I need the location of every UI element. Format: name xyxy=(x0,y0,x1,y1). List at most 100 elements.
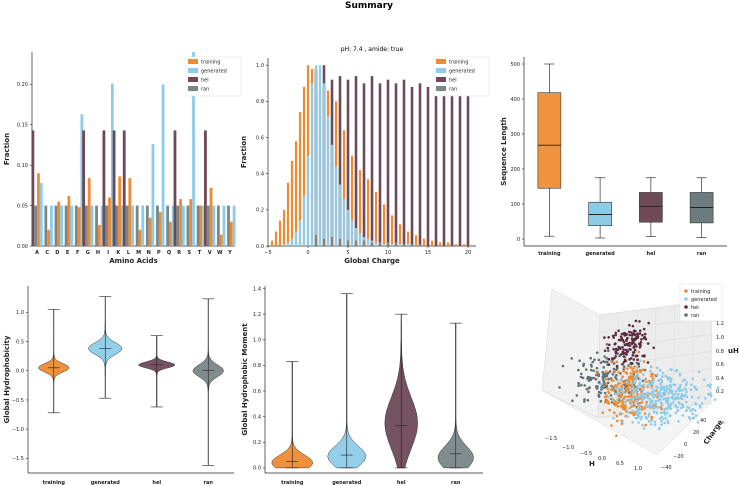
bar-ran xyxy=(410,244,414,246)
point-generated xyxy=(637,410,640,413)
point-hel xyxy=(640,338,643,341)
point-training xyxy=(633,370,636,374)
y-tick-label: 0.6 xyxy=(253,389,261,395)
point-hel xyxy=(624,359,627,363)
point-generated xyxy=(650,381,653,384)
point-generated xyxy=(648,383,652,386)
point-training xyxy=(645,400,648,404)
point-generated xyxy=(696,421,700,424)
point-training xyxy=(615,360,618,364)
point-ran xyxy=(601,377,605,380)
point-training xyxy=(605,378,608,381)
y-tick-label: 0.2 xyxy=(256,208,264,214)
point-generated xyxy=(628,407,631,410)
point-hel xyxy=(632,351,636,354)
point-generated xyxy=(640,398,644,402)
point-generated xyxy=(646,396,650,400)
point-ran xyxy=(583,400,586,403)
bar-hel-K xyxy=(112,130,116,246)
point-hel xyxy=(624,351,628,355)
legend-label-ran: ran xyxy=(449,87,457,93)
bar-training xyxy=(294,141,298,246)
legend-label-generated: generated xyxy=(691,297,717,303)
point-generated xyxy=(640,415,643,419)
bar-generated-Y xyxy=(232,205,236,246)
bar-generated xyxy=(366,238,370,246)
bar-ran-A xyxy=(34,205,38,246)
point-ran xyxy=(614,376,617,379)
point-training xyxy=(615,419,619,423)
point-training xyxy=(608,408,611,412)
point-generated xyxy=(668,405,672,409)
point-training xyxy=(621,384,624,387)
point-hel xyxy=(612,336,615,339)
point-generated xyxy=(625,380,628,384)
point-generated xyxy=(670,389,673,392)
bar-ran-K xyxy=(115,205,119,246)
point-hel xyxy=(634,319,638,323)
point-generated xyxy=(684,409,688,413)
x-tick-label-F: F xyxy=(76,250,79,256)
bar-generated xyxy=(314,65,318,246)
point-training xyxy=(621,375,624,379)
y-tick-label: 0.2 xyxy=(253,440,261,446)
bar-training-H xyxy=(97,224,101,246)
y-axis-label: Sequence Length xyxy=(500,117,508,185)
point-training xyxy=(616,383,620,386)
x-axis-label: Amino Acids xyxy=(109,257,157,265)
point-ran xyxy=(586,377,589,380)
point-generated xyxy=(689,388,693,392)
y-tick-label: 0.5 xyxy=(16,339,24,345)
bar-training-R xyxy=(179,199,182,246)
bar-ran-S xyxy=(186,205,190,246)
pane-left xyxy=(541,288,601,419)
point-generated xyxy=(680,406,683,410)
point-hel xyxy=(616,348,620,352)
point-generated xyxy=(664,374,667,378)
point-generated xyxy=(612,416,615,420)
point-generated xyxy=(669,379,672,383)
point-training xyxy=(625,372,629,375)
point-training xyxy=(626,398,629,402)
bar-generated xyxy=(358,233,362,246)
point-generated xyxy=(638,359,642,362)
point-generated xyxy=(660,420,663,423)
x-tick-label: 1.0 xyxy=(634,466,642,472)
bar-generated-L xyxy=(131,205,135,246)
bar-training xyxy=(302,86,306,246)
point-generated xyxy=(673,383,677,387)
x-tick-label-R: R xyxy=(177,250,181,256)
bar-generated xyxy=(346,209,350,246)
bar-generated xyxy=(282,244,286,246)
bar-ran xyxy=(418,244,422,246)
bar-hel-R xyxy=(173,130,177,246)
legend-label-hel: hel xyxy=(449,78,457,84)
point-ran xyxy=(587,390,590,394)
x-tick-label-T: T xyxy=(198,250,202,256)
point-training xyxy=(612,389,615,392)
point-generated xyxy=(625,415,629,418)
point-generated xyxy=(700,402,704,405)
bar-generated xyxy=(342,199,346,246)
point-training xyxy=(604,370,608,373)
x-tick-label-H: H xyxy=(96,250,100,256)
point-generated xyxy=(669,403,673,406)
point-training xyxy=(622,369,625,373)
y-tick-label: 0.00 xyxy=(17,244,28,250)
y-tick-label: −40 xyxy=(661,465,672,471)
point-hel xyxy=(628,323,631,327)
bar-training-N xyxy=(148,217,152,246)
point-ran xyxy=(615,373,618,377)
point-generated xyxy=(713,398,717,401)
point-training xyxy=(626,395,630,398)
x-axis-label: H xyxy=(589,460,595,468)
y-tick-label: 0.05 xyxy=(17,203,28,209)
y-tick-label: 0.20 xyxy=(17,82,28,88)
point-training xyxy=(613,369,617,373)
point-generated xyxy=(681,388,684,392)
point-generated xyxy=(621,389,624,393)
bar-hel xyxy=(378,83,382,246)
bar-hel xyxy=(354,76,358,246)
bar-training xyxy=(462,244,466,246)
point-training xyxy=(660,407,663,411)
